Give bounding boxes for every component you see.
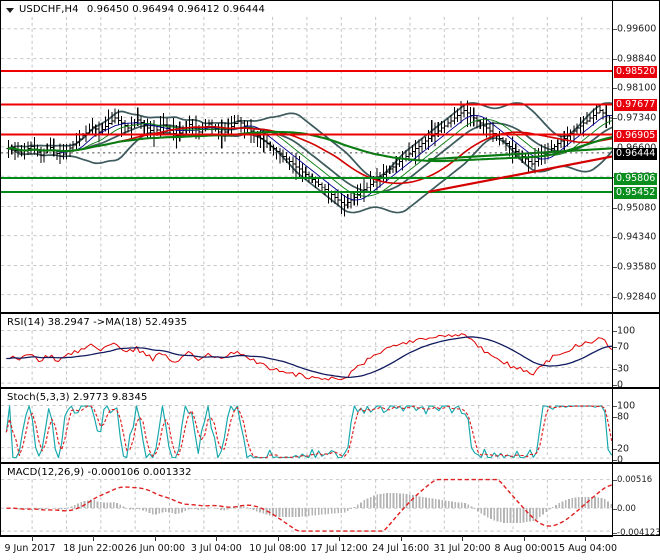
macd-legend: MACD(12,26,9) -0.000106 0.001332	[7, 467, 192, 478]
price-tick-mark	[613, 237, 617, 239]
price-level-badge-resistance[interactable]: 0.97677	[614, 99, 658, 112]
time-tick-mark	[93, 536, 95, 541]
macd-tick-label: 0.00516	[617, 475, 653, 485]
rsi-tick-label: 100	[617, 325, 636, 337]
time-tick-mark	[277, 536, 279, 541]
price-axis-scale[interactable]: 0.99600 0.98840 0.98100 0.97340 0.96600 0.958…	[612, 1, 659, 312]
stochastic-indicator-panel[interactable]: Stoch(5,3,3) 2.9773 9.8345 100 80 20 0	[0, 388, 660, 463]
time-axis-label: 18 Jun 22:00	[63, 543, 124, 554]
price-tick-label: 0.98100	[617, 82, 657, 94]
stoch-tick-label: 100	[617, 400, 636, 412]
stoch-tick-label: 20	[617, 443, 630, 455]
price-tick-mark	[613, 28, 617, 30]
price-plot-area	[1, 1, 659, 312]
price-tick-mark	[613, 58, 617, 60]
stoch-tick-mark	[613, 449, 617, 451]
time-axis[interactable]: 9 Jun 2017 18 Jun 22:00 26 Jun 00:00 3 Jul …	[0, 536, 617, 560]
price-level-badge-support[interactable]: 0.95806	[614, 173, 658, 186]
price-tick-mark	[613, 207, 617, 209]
rsi-tick-mark	[613, 347, 617, 349]
rsi-axis-scale[interactable]: 100 70 30 0	[612, 314, 659, 387]
price-tick-label: 0.99600	[617, 23, 657, 35]
macd-tick-label: 0.00	[617, 504, 636, 515]
time-tick-mark	[523, 536, 525, 541]
rsi-tick-mark	[613, 331, 617, 332]
symbol-timeframe-label: USDCHF,H4	[19, 4, 79, 15]
price-tick-label: 0.98840	[617, 53, 657, 65]
price-tick-label: 0.94340	[617, 231, 657, 243]
stoch-tick-mark	[613, 406, 617, 407]
rsi-legend: RSI(14) 38.2947 ->MA(18) 52.4935	[7, 317, 188, 328]
price-chart-panel[interactable]: USDCHF,H4 0.96450 0.96494 0.96412 0.9644…	[0, 0, 660, 313]
price-tick-label: 0.96600	[617, 142, 656, 153]
time-axis-label: 9 Jun 2017	[4, 543, 56, 554]
price-tick-mark	[613, 296, 617, 298]
macd-indicator-panel[interactable]: MACD(12,26,9) -0.000106 0.001332 0.00516…	[0, 463, 660, 536]
price-tick-label: 0.92840	[617, 291, 657, 303]
price-level-badge-last-price[interactable]: 0.96444	[614, 147, 658, 160]
ohlc-values: 0.96450 0.96494 0.96412 0.96444	[86, 4, 265, 15]
rsi-plot-area	[1, 314, 659, 387]
price-level-badge-resistance[interactable]: 0.98520	[614, 65, 658, 78]
macd-tick-mark	[613, 480, 617, 481]
time-axis-label: 10 Jul 08:00	[249, 543, 307, 554]
price-level-badge-support[interactable]: 0.95452	[614, 187, 658, 200]
time-axis-label: 31 Jul 20:00	[433, 543, 491, 554]
time-tick-mark	[216, 536, 218, 541]
macd-tick-mark	[613, 509, 617, 511]
rsi-tick-mark	[613, 368, 617, 370]
rsi-tick-label: 70	[617, 341, 630, 353]
time-axis-label: 26 Jun 00:00	[124, 543, 186, 554]
stoch-tick-mark	[613, 416, 617, 418]
time-tick-mark	[339, 536, 341, 541]
time-axis-label: 17 Jul 12:00	[310, 543, 368, 554]
time-axis-line	[0, 536, 613, 537]
time-axis-label: 15 Aug 04:00	[552, 543, 618, 554]
collapse-triangle-icon[interactable]	[6, 8, 14, 13]
time-tick-mark	[400, 536, 402, 541]
price-tick-mark	[613, 267, 617, 269]
macd-tick-label: -0.004123	[617, 528, 660, 536]
time-tick-mark	[462, 536, 464, 541]
price-tick-mark	[613, 118, 617, 120]
stoch-tick-mark	[613, 460, 617, 461]
price-tick-mark	[613, 88, 617, 90]
macd-tick-mark	[613, 533, 617, 534]
time-tick-mark	[585, 536, 586, 541]
stoch-plot-area	[1, 389, 659, 462]
stoch-legend: Stoch(5,3,3) 2.9773 9.8345	[7, 392, 148, 403]
time-axis-label: 3 Jul 04:00	[190, 543, 242, 554]
rsi-tick-mark	[613, 385, 617, 386]
stoch-tick-label: 0	[617, 454, 624, 463]
rsi-tick-label: 0	[617, 379, 624, 388]
time-axis-label: 24 Jul 16:00	[372, 543, 430, 554]
rsi-tick-label: 30	[617, 363, 630, 375]
price-tick-label: 0.97340	[617, 112, 657, 124]
price-tick-label: 0.93580	[617, 261, 657, 273]
time-tick-mark	[154, 536, 156, 541]
stoch-tick-label: 80	[617, 411, 630, 423]
price-chart-legend: USDCHF,H4 0.96450 0.96494 0.96412 0.9644…	[19, 4, 265, 15]
stoch-axis-scale[interactable]: 100 80 20 0	[612, 389, 659, 462]
rsi-indicator-panel[interactable]: RSI(14) 38.2947 ->MA(18) 52.4935 100 70 30…	[0, 313, 660, 388]
time-tick-mark	[32, 536, 33, 541]
price-level-badge-resistance[interactable]: 0.96905	[614, 129, 658, 142]
price-tick-label: 0.95080	[617, 202, 657, 214]
time-axis-label: 8 Aug 00:00	[494, 543, 553, 554]
macd-axis-scale[interactable]: 0.00516 0.00 -0.004123	[612, 464, 659, 535]
